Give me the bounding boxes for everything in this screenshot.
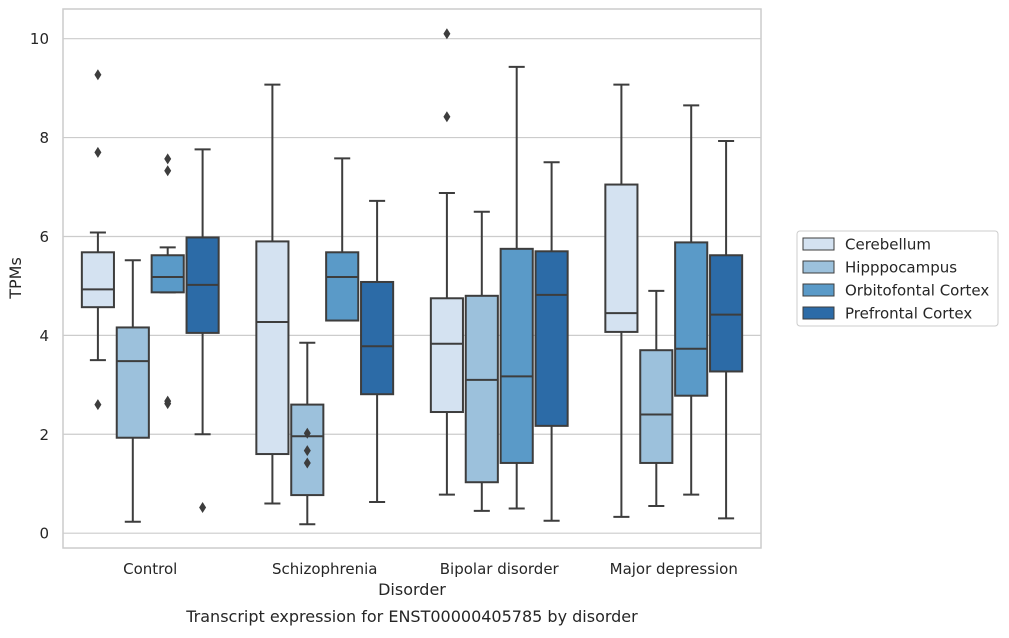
y-tick-label: 2: [39, 426, 49, 444]
outlier-point: [94, 146, 102, 158]
x-axis-label: Disorder: [378, 580, 446, 599]
box-plot-3-3: [709, 140, 744, 520]
box-plot-2-2: [499, 65, 534, 510]
box-plot-3-0: [604, 83, 639, 518]
y-tick-label: 6: [39, 228, 49, 246]
box-body: [150, 254, 185, 294]
x-tick-label: Control: [123, 560, 177, 578]
box-body: [115, 326, 150, 439]
box-body: [464, 294, 499, 484]
y-axis-ticks: 0 2 4 6 8 10: [30, 30, 49, 542]
legend-items: Cerebellum Hipppocampus Orbitofontal Corte…: [802, 236, 989, 323]
outlier-point: [164, 165, 172, 177]
box-plot-3-2: [674, 104, 709, 496]
x-axis-ticks: Control Schizophrenia Bipolar disorder Majo…: [123, 560, 738, 578]
y-tick-label: 0: [39, 525, 49, 543]
outlier-point: [303, 445, 311, 457]
outlier-point: [199, 501, 207, 513]
outlier-point: [303, 457, 311, 469]
y-axis-label: TPMs: [6, 257, 25, 300]
box-plot-1-0: [255, 83, 290, 505]
legend-frame: [796, 230, 999, 327]
legend-swatch: [802, 260, 835, 274]
chart-caption: Transcript expression for ENST0000040578…: [185, 607, 638, 626]
box-body: [429, 297, 464, 414]
y-tick-label: 8: [39, 129, 49, 147]
box-body: [255, 240, 290, 456]
box-plot-3-1: [639, 289, 674, 507]
box-plot-1-1: [290, 341, 325, 526]
box-plot-0-1: [115, 259, 150, 523]
legend-swatch: [802, 306, 835, 320]
outlier-point: [164, 153, 172, 165]
box-body: [639, 349, 674, 464]
box-plot-0-2: [150, 153, 185, 410]
legend-swatch: [802, 283, 835, 297]
box-series-group: [80, 28, 744, 526]
box-plot-0-3: [185, 148, 220, 513]
gridlines: [63, 38, 761, 534]
box-body: [534, 250, 569, 427]
x-tick-label: Schizophrenia: [272, 560, 377, 578]
plot-area-frame: [62, 8, 762, 549]
outlier-point: [443, 111, 451, 123]
box-plot-1-2: [325, 157, 360, 322]
legend-label: Prefrontal Cortex: [845, 305, 972, 323]
x-tick-label: Bipolar disorder: [440, 560, 560, 578]
box-plot-1-3: [360, 199, 395, 504]
outlier-point: [443, 28, 451, 40]
legend-label: Hipppocampus: [845, 259, 957, 277]
legend-swatch: [802, 237, 835, 251]
box-body: [360, 280, 395, 396]
box-plot-2-0: [429, 28, 464, 496]
box-body: [80, 251, 115, 309]
box-body: [325, 251, 360, 322]
y-tick-label: 4: [39, 327, 49, 345]
box-body: [604, 183, 639, 333]
outlier-point: [94, 69, 102, 81]
outlier-point: [303, 427, 311, 439]
y-tick-label: 10: [30, 30, 49, 48]
box-plot-2-1: [464, 210, 499, 512]
box-body: [674, 241, 709, 397]
box-plot-2-3: [534, 161, 569, 522]
box-body: [709, 254, 744, 373]
outlier-point: [164, 398, 172, 410]
box-body: [499, 247, 534, 464]
outlier-point: [94, 399, 102, 411]
legend: Cerebellum Hipppocampus Orbitofontal Corte…: [796, 230, 999, 327]
legend-label: Cerebellum: [845, 236, 931, 254]
legend-label: Orbitofontal Cortex: [845, 282, 989, 300]
box-plot-0-0: [80, 69, 115, 411]
x-tick-label: Major depression: [610, 560, 738, 578]
